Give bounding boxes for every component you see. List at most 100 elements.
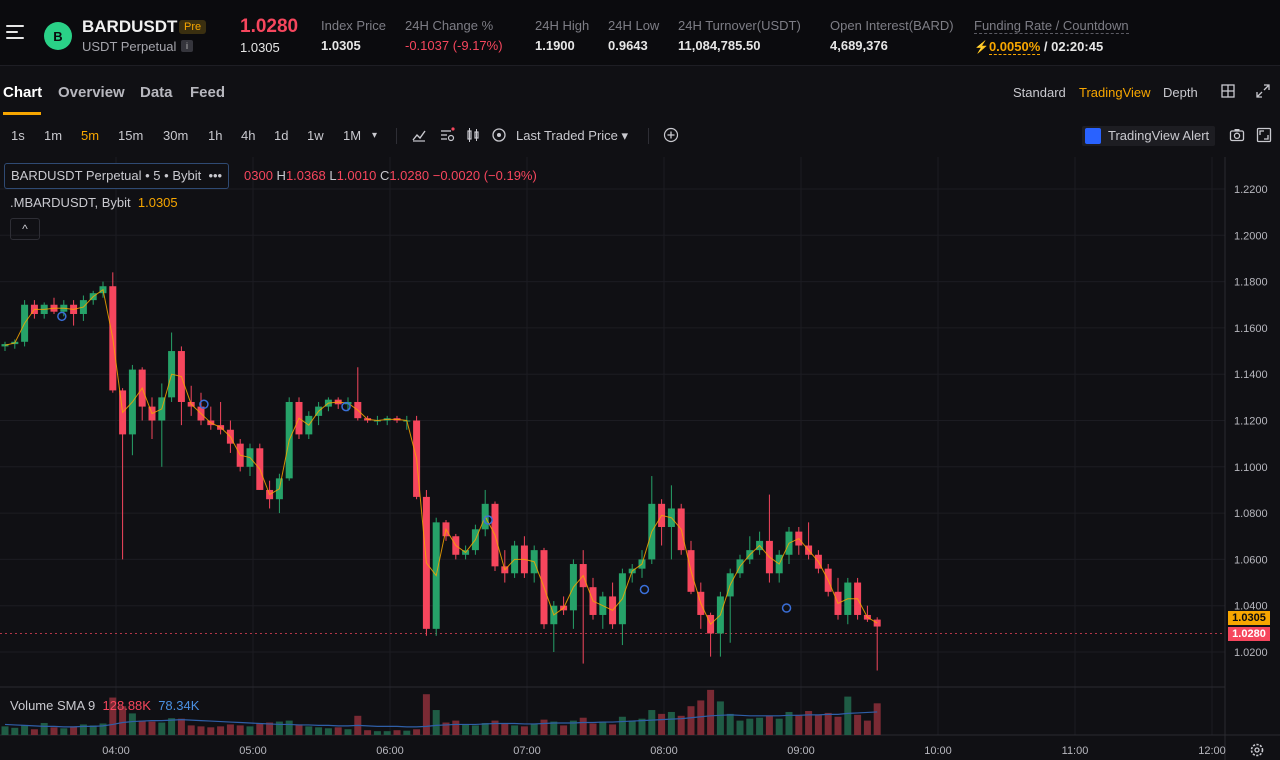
- volume-bar: [138, 720, 146, 735]
- volume-bar: [422, 694, 430, 735]
- volume-bar: [226, 724, 234, 735]
- menu-icon[interactable]: [6, 25, 24, 41]
- more-options-icon[interactable]: •••: [208, 168, 223, 183]
- stat-value: 1.0305: [321, 38, 361, 53]
- chart-area[interactable]: 1.2200 1.2000 1.1800 1.1600 1.1400 1.1200 1.10…: [0, 157, 1280, 760]
- timeframe-1h[interactable]: 1h: [208, 128, 223, 143]
- chart-settings-gear-icon[interactable]: [1249, 742, 1265, 758]
- timeframe-4h[interactable]: 4h: [241, 128, 256, 143]
- bolt-icon: ⚡: [974, 40, 989, 54]
- tradingview-alert-button[interactable]: TradingView Alert: [1082, 126, 1216, 146]
- volume-bar: [305, 726, 313, 735]
- view-depth[interactable]: Depth: [1163, 85, 1198, 100]
- tab-data[interactable]: Data: [140, 84, 173, 101]
- event-marker: [483, 515, 493, 525]
- mark-price: 1.0305: [240, 40, 280, 55]
- price-source-icon[interactable]: [491, 127, 507, 143]
- volume-bar: [481, 723, 489, 735]
- volume-bar: [628, 720, 636, 735]
- volume-bar: [99, 723, 107, 735]
- volume-bar: [609, 724, 617, 735]
- volume-bar: [550, 721, 558, 735]
- candle-type-icon[interactable]: [465, 127, 481, 143]
- volume-bar: [638, 718, 646, 735]
- volume-bar: [187, 725, 195, 735]
- volume-legend: Volume SMA 9 128.88K 78.34K: [10, 698, 199, 713]
- volume-bar: [834, 716, 842, 735]
- volume-bar: [70, 726, 78, 735]
- price-chart[interactable]: 1.2200 1.2000 1.1800 1.1600 1.1400 1.1200 1.10…: [0, 157, 1280, 760]
- tab-chart[interactable]: Chart: [3, 84, 43, 101]
- ohlc-close: 1.0280: [389, 168, 430, 183]
- mark-series-value: 1.0305: [137, 195, 178, 210]
- event-marker: [341, 401, 351, 412]
- volume-bar: [775, 718, 783, 735]
- toolbar-divider: [396, 128, 397, 144]
- volume-sma-line: [4, 711, 878, 728]
- volume-bar: [520, 726, 528, 735]
- volume-bar: [275, 721, 283, 735]
- volume-bar: [40, 723, 48, 735]
- ohlc-low-key: L: [329, 168, 337, 183]
- volume-bar: [677, 715, 685, 735]
- volume-bar: [579, 717, 587, 735]
- indicators-icon[interactable]: [411, 127, 427, 143]
- volume-bar: [217, 726, 225, 735]
- camera-icon[interactable]: [1229, 127, 1245, 143]
- symbol-name[interactable]: BARDUSDT: [82, 17, 178, 36]
- timeframe-30m[interactable]: 30m: [163, 128, 189, 143]
- event-marker: [199, 399, 209, 410]
- volume-bar: [236, 725, 244, 735]
- funding-countdown: / 02:20:45: [1043, 39, 1104, 54]
- time-axis-label: 08:00: [650, 745, 678, 757]
- price-source-dropdown[interactable]: Last Traded Price ▾: [516, 128, 629, 143]
- volume-bar: [530, 723, 538, 735]
- timeframe-5m[interactable]: 5m: [81, 128, 100, 143]
- ohlc-open: 0300: [244, 168, 273, 183]
- volume-bar: [266, 722, 274, 735]
- symbol-legend[interactable]: BARDUSDT Perpetual • 5 • Bybit •••: [4, 163, 230, 189]
- ohlc-readout: 0300 H1.0368 L1.0010 C1.0280 −0.0020 (−0…: [244, 168, 537, 183]
- volume-bar: [491, 720, 499, 735]
- funding-stat[interactable]: Funding Rate / Countdown ⚡0.0050% / 02:2…: [974, 18, 1129, 55]
- timeframe-1w[interactable]: 1w: [307, 128, 324, 143]
- active-tab-indicator: [3, 112, 41, 115]
- volume-bar: [707, 689, 715, 735]
- view-tradingview[interactable]: TradingView: [1079, 85, 1151, 100]
- alerts-visibility-icon[interactable]: [439, 127, 455, 143]
- fullscreen-icon[interactable]: [1256, 127, 1272, 143]
- volume-bar: [393, 730, 401, 735]
- volume-bar: [344, 729, 352, 735]
- tab-overview[interactable]: Overview: [58, 84, 125, 101]
- volume-bar: [60, 728, 68, 735]
- timeframe-1M[interactable]: 1M: [343, 128, 362, 143]
- expand-icon[interactable]: [1256, 84, 1270, 98]
- contract-type: USDT Perpetual: [82, 39, 177, 54]
- main-tabs: Chart Overview Data Feed Standard Tradin…: [0, 66, 1280, 118]
- mark-price-legend: .MBARDUSDT, Bybit 1.0305: [10, 195, 178, 210]
- tab-feed[interactable]: Feed: [190, 84, 226, 101]
- add-compare-icon[interactable]: [663, 127, 679, 143]
- volume-bar: [569, 720, 577, 735]
- volume-bar: [795, 714, 803, 735]
- volume-bar: [687, 706, 695, 735]
- event-marker: [639, 584, 650, 595]
- timeframe-1m[interactable]: 1m: [44, 128, 63, 143]
- view-standard[interactable]: Standard: [1013, 85, 1066, 100]
- stat-label: Open Interest(BARD): [830, 18, 954, 33]
- timeframe-1d[interactable]: 1d: [274, 128, 289, 143]
- volume-bar: [785, 711, 793, 735]
- time-axis-label: 06:00: [376, 745, 404, 757]
- timeframe-1s[interactable]: 1s: [11, 128, 25, 143]
- timeframe-dropdown-caret[interactable]: ▾: [372, 130, 378, 141]
- stat-value: 1.1900: [535, 38, 575, 53]
- timeframe-15m[interactable]: 15m: [118, 128, 144, 143]
- info-icon[interactable]: i: [181, 40, 193, 52]
- collapse-legend-button[interactable]: ^: [10, 218, 40, 240]
- volume-bar: [540, 719, 548, 735]
- legend-title: BARDUSDT Perpetual • 5 • Bybit: [11, 168, 202, 183]
- volume-bar: [726, 713, 734, 735]
- layout-grid-icon[interactable]: [1221, 84, 1235, 98]
- volume-bar: [805, 711, 813, 735]
- stat-label: 24H Turnover(USDT): [678, 18, 801, 33]
